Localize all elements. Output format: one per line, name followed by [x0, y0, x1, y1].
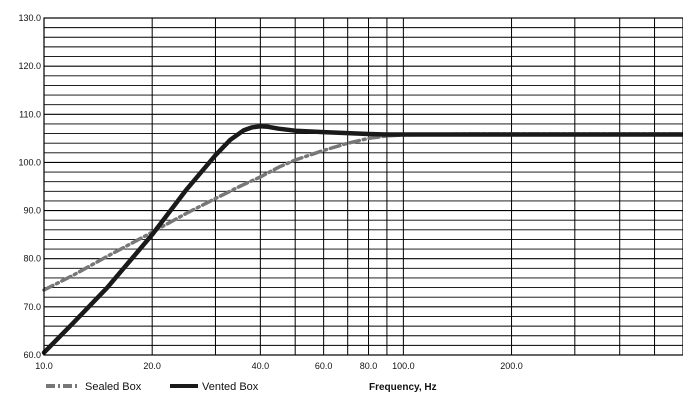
y-tick-label: 100.0 — [18, 157, 41, 167]
x-tick-label: 200.0 — [500, 361, 523, 371]
x-tick-label: 60.0 — [315, 361, 333, 371]
legend-item-vented-box: Vented Box — [170, 381, 259, 393]
y-tick-label: 80.0 — [23, 254, 41, 264]
x-tick-label: 40.0 — [252, 361, 270, 371]
y-tick-label: 120.0 — [18, 61, 41, 71]
y-tick-label: 90.0 — [23, 206, 41, 216]
x-tick-label: 10.0 — [35, 361, 53, 371]
x-axis-title: Frequency, Hz — [369, 382, 437, 393]
x-tick-label: 80.0 — [360, 361, 378, 371]
x-tick-label: 20.0 — [143, 361, 161, 371]
plot-frame — [43, 17, 683, 356]
y-tick-label: 70.0 — [23, 302, 41, 312]
x-tick-label: 100.0 — [392, 361, 415, 371]
series-line-sealed-box — [42, 132, 683, 292]
series-line-vented-box — [41, 124, 683, 355]
legend: Sealed Box Vented Box — [46, 381, 259, 393]
legend-label-sealed-box: Sealed Box — [85, 381, 142, 393]
x-axis-ticks: 10.0 20.0 40.0 60.0 80.0 100.0 200.0 — [35, 361, 523, 371]
y-tick-label: 130.0 — [18, 13, 41, 23]
y-tick-label: 110.0 — [19, 109, 41, 119]
legend-label-vented-box: Vented Box — [202, 381, 259, 393]
y-tick-label: 60.0 — [23, 350, 41, 360]
legend-item-sealed-box: Sealed Box — [46, 381, 142, 393]
grid — [44, 17, 683, 356]
y-axis-ticks: 60.0 70.0 80.0 90.0 100.0 110.0 120.0 130.0 — [18, 13, 41, 360]
series — [41, 124, 683, 355]
